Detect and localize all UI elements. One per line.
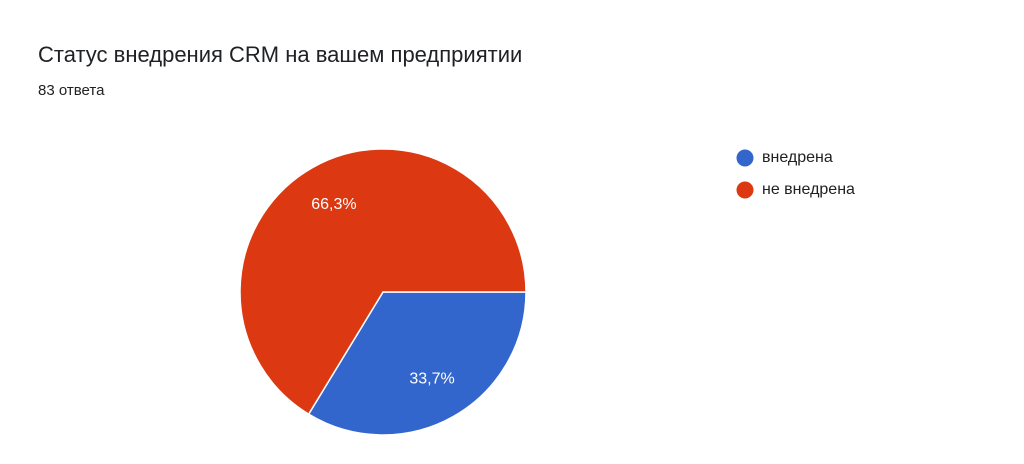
legend-marker: [736, 181, 754, 199]
slice-label: 33,7%: [409, 370, 454, 387]
legend-label: внедрена: [762, 149, 833, 166]
pie-slice: [239, 148, 527, 416]
legend-marker: [736, 149, 754, 167]
pie-slice: [307, 291, 527, 436]
chart-subtitle: 83 ответа: [38, 82, 105, 99]
chart-title: Статус внедрения CRM на вашем предприяти…: [38, 42, 522, 67]
slice-label: 66,3%: [311, 196, 356, 213]
legend-label: не внедрена: [762, 181, 855, 198]
